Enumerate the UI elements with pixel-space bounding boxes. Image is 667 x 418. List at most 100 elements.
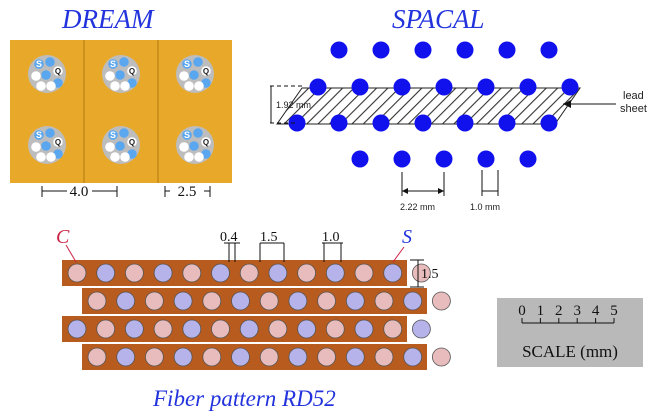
dream-fiber [41, 70, 51, 80]
rd52-strip-1 [62, 260, 407, 286]
spacal-dim-fiber: 1.0 mm [470, 170, 500, 212]
spacal-fiber [477, 78, 495, 96]
rd52-fiber-c [87, 291, 107, 311]
rd52-fiber-s [383, 263, 403, 283]
lead-sheet-callout: lead sheet [563, 90, 647, 115]
dream-fiber-s-label: S [36, 59, 42, 69]
dream-cell: SQ [176, 55, 214, 93]
rd52-fiber-c [383, 319, 403, 339]
rd52-fiber-s [211, 263, 230, 283]
rd52-fiber-c [202, 347, 222, 367]
spacal-dim-vertical-label: 1.92 mm [276, 100, 311, 110]
rd52-dim-04-label: 0.4 [220, 230, 238, 245]
rd52-dim-10: 1.0 [322, 230, 343, 262]
rd52-fiber-s [345, 347, 365, 367]
dream-fiber [189, 141, 199, 151]
dream-cell: SQ [28, 55, 66, 93]
dream-fiber [45, 128, 55, 138]
dream-fiber [45, 57, 55, 67]
rd52-fiber-s [297, 319, 317, 339]
dream-fiber [108, 59, 118, 69]
spacal-fiber [498, 41, 516, 59]
dream-fiber [36, 81, 46, 91]
dream-dim-narrow-label: 2.5 [178, 184, 197, 200]
rd52-fiber-c [354, 263, 374, 283]
rd52-panel: C S 0.4 1.5 1.0 1.5 [56, 226, 451, 370]
spacal-fiber [372, 114, 390, 132]
rd52-dim-10-label: 1.0 [322, 230, 340, 245]
dream-title: DREAM [62, 4, 154, 34]
dream-fiber [41, 141, 51, 151]
dream-fiber [34, 130, 44, 140]
rd52-fiber-c [144, 291, 164, 311]
spacal-fiber [414, 41, 432, 59]
spacal-fiber [309, 78, 327, 96]
rd52-fiber-c [317, 291, 337, 311]
spacal-dim-horizontal: 2.22 mm [400, 172, 445, 212]
dream-fiber [120, 81, 130, 91]
rd52-dim-15-side: 1.5 [410, 259, 439, 288]
spacal-fiber [540, 114, 558, 132]
dream-fiber-q-label: Q [55, 67, 61, 76]
dream-fiber [46, 81, 56, 91]
dream-fiber [127, 137, 137, 147]
rd52-fiber-c [431, 291, 451, 311]
dream-fiber [105, 71, 115, 81]
dream-fiber-q-label: Q [203, 138, 209, 147]
spacal-fiber [477, 150, 495, 168]
spacal-fiber [288, 114, 306, 132]
rd52-dim-15-top-label: 1.5 [260, 230, 278, 245]
scale-tick-label: 1 [537, 303, 545, 319]
dream-fiber [53, 137, 63, 147]
dream-fiber-s-label: S [184, 130, 190, 140]
dream-fiber [193, 128, 203, 138]
dream-fiber-s-label: S [110, 130, 116, 140]
rd52-fiber-s [268, 263, 288, 283]
dream-fiber [201, 137, 211, 147]
dream-fiber [179, 142, 189, 152]
rd52-fiber-c [67, 263, 87, 283]
dream-fiber [46, 152, 56, 162]
rd52-fiber-c [182, 263, 202, 283]
dream-fiber [105, 142, 115, 152]
rd52-fiber-c [317, 347, 337, 367]
rd52-fiber-s [116, 347, 136, 367]
rd52-fiber-c [325, 319, 345, 339]
dream-fiber [110, 81, 120, 91]
dream-fiber [115, 70, 125, 80]
dream-fiber [193, 57, 203, 67]
rd52-fiber-s [239, 319, 259, 339]
rd52-fiber-s [116, 291, 136, 311]
dream-fiber-q-label: Q [129, 138, 135, 147]
dream-fiber-s-label: S [184, 59, 190, 69]
dream-fiber [182, 59, 192, 69]
lead-sheet-label-2: sheet [620, 103, 647, 115]
rd52-label-s: S [402, 226, 412, 248]
dream-fiber [31, 71, 41, 81]
spacal-fiber [393, 150, 411, 168]
dream-fiber [119, 128, 129, 138]
dream-fiber [120, 152, 130, 162]
scale-tick-label: 0 [518, 303, 526, 319]
scale-tick-label: 2 [555, 303, 563, 319]
spacal-fiber [561, 78, 579, 96]
rd52-fiber-c [211, 319, 230, 339]
scale-label: SCALE (mm) [522, 342, 618, 361]
scale-tick-label: 4 [592, 303, 600, 319]
dream-fiber-s-label: S [36, 130, 42, 140]
spacal-title: SPACAL [392, 4, 485, 34]
rd52-pointer-c [65, 244, 77, 263]
dream-cell: SQ [102, 55, 140, 93]
rd52-dim-15-top: 1.5 [259, 230, 285, 262]
rd52-fiber-c [239, 263, 259, 283]
dream-fiber [201, 66, 211, 76]
rd52-fiber-c [268, 319, 288, 339]
rd52-title: Fiber pattern RD52 [153, 386, 336, 411]
dream-fiber [34, 59, 44, 69]
dream-fiber [119, 57, 129, 67]
spacal-fiber [435, 150, 453, 168]
rd52-strip-2 [82, 288, 427, 314]
